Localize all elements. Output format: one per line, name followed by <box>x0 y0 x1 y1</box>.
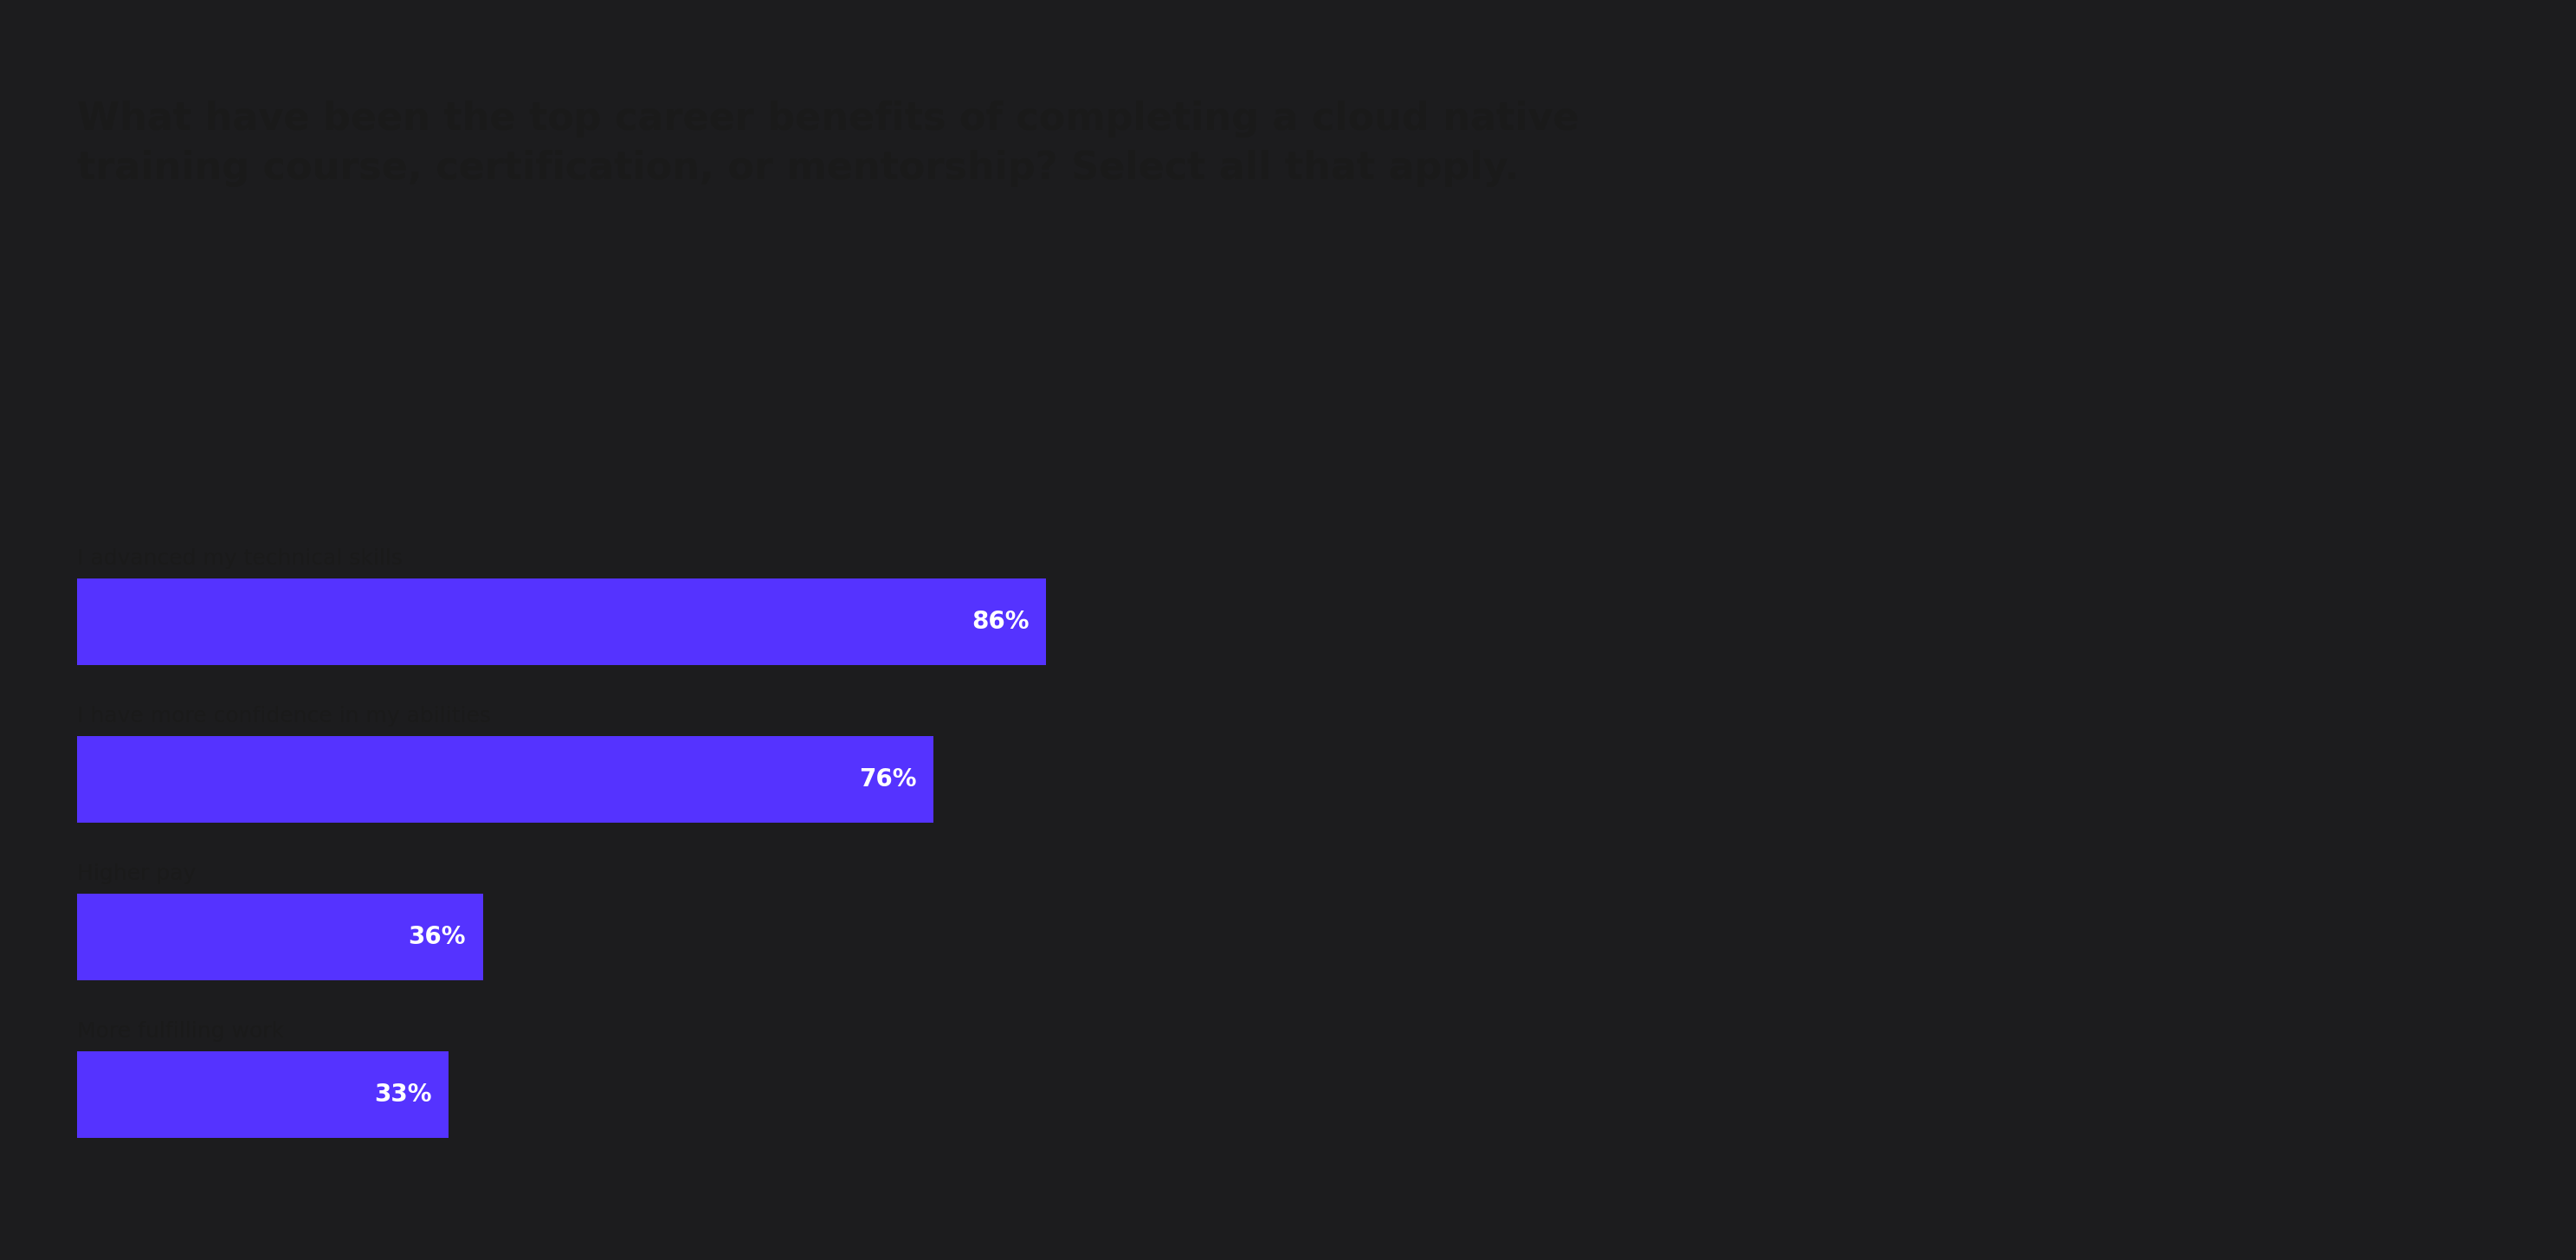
Text: What have been the top career benefits of completing a cloud native
training cou: What have been the top career benefits o… <box>77 101 1579 186</box>
Text: 76%: 76% <box>858 767 917 791</box>
Text: 36%: 36% <box>407 925 466 949</box>
Bar <box>77 736 933 823</box>
Text: I advanced my technical skills: I advanced my technical skills <box>77 548 402 570</box>
Bar <box>77 893 482 980</box>
Text: 33%: 33% <box>374 1082 433 1106</box>
Text: Higher pay: Higher pay <box>77 863 196 885</box>
Text: I have more confidence in my abilities: I have more confidence in my abilities <box>77 706 492 727</box>
Text: 86%: 86% <box>971 610 1028 634</box>
Bar <box>77 1051 448 1138</box>
Text: More fulfilling work: More fulfilling work <box>77 1021 283 1042</box>
Bar <box>77 578 1046 665</box>
